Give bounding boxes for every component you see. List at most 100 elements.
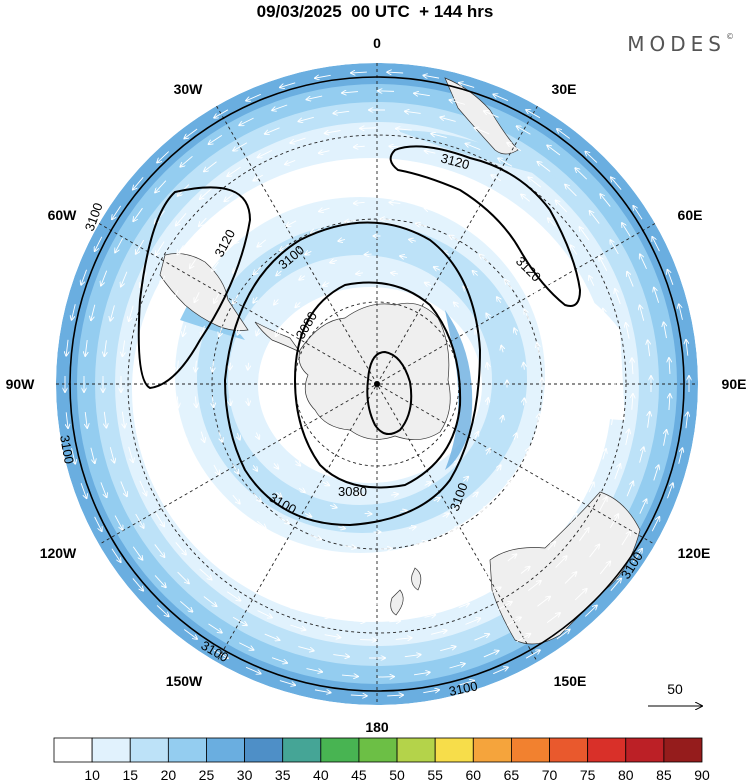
wind-vector (224, 194, 234, 201)
wind-vector (575, 467, 580, 478)
africa (444, 77, 519, 155)
wind-vector (424, 482, 431, 485)
wind-vector (497, 224, 507, 232)
wind-vector (524, 448, 529, 459)
wind-vector (449, 100, 466, 105)
wind-vector (295, 460, 300, 466)
colorbar-tick-label: 55 (427, 767, 443, 782)
wind-vector (667, 270, 674, 285)
wind-vector (425, 283, 432, 286)
wind-vector (253, 586, 263, 593)
wind-vector (633, 206, 643, 220)
wind-vector (203, 596, 217, 607)
wind-vector (258, 149, 273, 157)
wind-vector (276, 271, 282, 276)
wind-vector (253, 464, 257, 471)
wind-vector (588, 482, 594, 493)
colorbar-swatch (396, 737, 436, 763)
wind-vector (290, 624, 305, 630)
wind-vector (344, 546, 356, 548)
colorbar-swatch (511, 737, 550, 763)
wind-vector (537, 597, 550, 607)
wind-vector (546, 613, 560, 623)
wind-vector (148, 448, 151, 460)
wind-vector (172, 467, 177, 477)
wind-vector (199, 568, 212, 580)
wind-vector (148, 308, 151, 320)
wind-vector (208, 623, 221, 633)
colorbar-swatch (282, 737, 322, 763)
wind-vector (570, 514, 577, 523)
wind-vector (290, 137, 306, 143)
wind-vector (555, 556, 567, 568)
wind-vector (286, 541, 296, 547)
wind-vector (298, 646, 313, 651)
wind-vector (466, 558, 477, 564)
wind-vector (558, 361, 559, 372)
wind-vector (157, 360, 158, 371)
vector-reference: 50 (648, 681, 702, 706)
wind-vector (342, 92, 358, 93)
wind-vector (467, 205, 477, 211)
lon-label-0: 0 (373, 35, 381, 51)
wind-vector (550, 326, 553, 337)
wind-vector (534, 465, 540, 475)
wind-vector (305, 251, 312, 254)
wind-vector (195, 360, 196, 372)
wind-vector (298, 488, 305, 492)
wind-vector (237, 328, 239, 335)
wind-vector (109, 447, 114, 462)
contour-3080-inner (366, 350, 413, 435)
colorbar: 10 15 20 25 30 35 40 45 50 55 60 65 70 75 80 85 90 (53, 737, 710, 782)
wind-vector (407, 600, 419, 602)
wind-vector (173, 290, 179, 301)
wind-vector (253, 296, 257, 303)
lon-label-150w: 150W (166, 673, 203, 689)
wind-vector (523, 511, 531, 521)
colorbar-tick-label: 40 (313, 767, 329, 782)
wind-vector (547, 542, 555, 551)
wind-vector (120, 481, 127, 496)
wind-vector (201, 431, 204, 443)
wind-vector (506, 617, 521, 626)
wind-vector (286, 220, 297, 226)
colorbar-swatch (663, 737, 703, 763)
wind-vector (520, 567, 530, 574)
wind-vector (201, 325, 204, 337)
wind-vector (458, 604, 469, 608)
wind-vector (155, 512, 164, 527)
wind-vector (414, 93, 430, 95)
colorbar-swatch (472, 737, 512, 763)
wind-vector (212, 360, 213, 372)
wind-vector (280, 243, 290, 250)
wind-vector (408, 166, 419, 168)
wind-vector (272, 104, 288, 110)
wind-vector (596, 397, 597, 408)
longitude-labels: 0 30E 60E 90E 120E 150E 180 150W 120W 90… (6, 35, 747, 735)
wind-vector (81, 269, 87, 285)
wind-vector (389, 146, 401, 147)
wind-vector (415, 542, 427, 545)
wind-vector (648, 412, 650, 428)
wind-vector (610, 240, 619, 255)
wind-vector (232, 616, 247, 625)
wind-vector (526, 110, 541, 119)
wind-vector (678, 448, 683, 464)
wind-vector (398, 581, 409, 582)
wind-vector (208, 134, 223, 144)
wind-vector (360, 640, 376, 641)
wind-vector (264, 633, 280, 640)
wind-vector (487, 363, 488, 371)
wind-vector (433, 498, 440, 501)
wind-vector (603, 309, 606, 320)
wind-vector (423, 690, 439, 693)
wind-vector (686, 340, 688, 356)
wind-vector (497, 297, 501, 304)
wind-vector (459, 160, 470, 165)
wind-vector (545, 482, 552, 492)
wind-vector (354, 202, 365, 203)
wind-vector (433, 573, 444, 576)
wind-vector (177, 360, 178, 372)
wind-vector (157, 151, 170, 163)
wind-vector (513, 495, 521, 504)
